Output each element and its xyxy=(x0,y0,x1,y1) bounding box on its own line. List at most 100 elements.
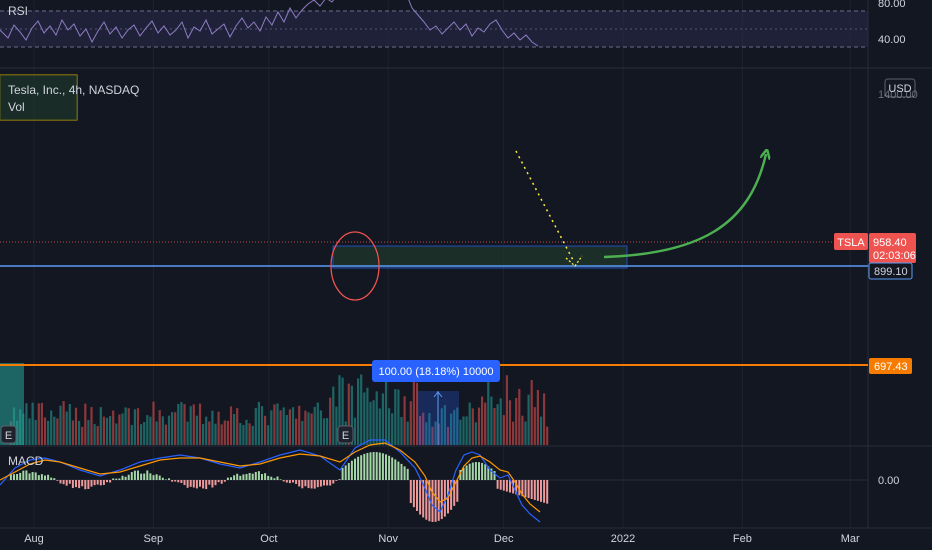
volume-bar xyxy=(74,407,78,445)
volume-bar xyxy=(50,410,53,445)
macd-bar xyxy=(505,480,508,492)
volume-bar xyxy=(403,396,406,445)
volume-bar xyxy=(87,420,90,445)
macd-bar xyxy=(279,479,282,480)
macd-bar xyxy=(388,455,391,480)
volume-bar xyxy=(307,412,310,445)
macd-bar xyxy=(375,452,378,480)
volume-label: Vol xyxy=(8,100,25,114)
macd-bar xyxy=(416,480,418,511)
volume-bar xyxy=(226,420,229,445)
earnings-marker-october[interactable]: E xyxy=(337,425,354,444)
projection-line[interactable] xyxy=(515,150,575,263)
macd-bar xyxy=(422,480,425,518)
macd-bar xyxy=(44,475,46,480)
volume-bar xyxy=(245,419,248,445)
volume-bar xyxy=(546,426,549,445)
macd-bar xyxy=(316,480,319,488)
volume-bar xyxy=(112,410,115,445)
countdown-text: 02:03:06 xyxy=(873,250,916,262)
volume-bar xyxy=(437,423,440,445)
volume-bar xyxy=(394,389,397,445)
volume-bar xyxy=(363,392,366,445)
macd-bar xyxy=(102,480,105,485)
circle-annotation[interactable] xyxy=(330,231,380,301)
volume-bar xyxy=(378,408,381,445)
volume-bar xyxy=(406,421,409,445)
earnings-marker-july[interactable]: E xyxy=(0,425,17,444)
macd-bar xyxy=(540,480,542,502)
ticker-tag: TSLA xyxy=(834,233,868,250)
macd-bar xyxy=(19,472,22,480)
volume-bar xyxy=(518,388,521,445)
macd-bar xyxy=(350,460,353,480)
macd-bar xyxy=(171,480,174,482)
upward-arrow[interactable] xyxy=(603,154,766,259)
volume-bar xyxy=(524,421,527,445)
volume-bar xyxy=(326,417,329,445)
last-price-text: 958.40 xyxy=(873,237,907,249)
macd-bar xyxy=(543,480,546,503)
macd-bar xyxy=(78,480,81,489)
macd-bar xyxy=(304,480,307,487)
macd-bar xyxy=(161,477,164,480)
volume-bar xyxy=(37,403,40,445)
macd-bar xyxy=(509,480,511,493)
macd-bar xyxy=(478,462,480,480)
projection-arrowhead xyxy=(565,255,583,267)
macd-bar xyxy=(248,472,251,480)
volume-bar xyxy=(301,420,304,445)
macd-bar xyxy=(133,470,136,480)
volume-bar xyxy=(174,412,177,445)
macd-bar xyxy=(254,471,257,480)
volume-bar xyxy=(459,419,462,445)
volume-bar xyxy=(211,410,214,445)
volume-bar xyxy=(71,420,74,445)
macd-bar xyxy=(31,472,34,480)
volume-bar xyxy=(450,413,453,445)
macd-bar xyxy=(16,473,19,480)
macd-bar xyxy=(13,474,15,480)
legend-highlight-fill xyxy=(0,75,77,120)
symbol-title[interactable]: Tesla, Inc., 4h, NASDAQ xyxy=(8,83,139,97)
macd-bar xyxy=(81,480,84,487)
volume-bar xyxy=(288,409,291,445)
macd-bar xyxy=(22,470,25,480)
macd-bar xyxy=(96,480,99,485)
volume-bar xyxy=(34,419,37,445)
macd-bar xyxy=(93,480,96,486)
macd-bar xyxy=(177,480,180,483)
currency-button[interactable]: USD xyxy=(884,78,916,98)
volume-bar xyxy=(400,416,403,445)
volume-bar xyxy=(468,402,471,445)
volume-bar xyxy=(372,400,375,445)
volume-bar xyxy=(313,406,316,445)
macd-bar xyxy=(496,480,499,489)
macd-bar xyxy=(502,480,505,491)
volume-bar xyxy=(93,424,96,445)
volume-bar xyxy=(397,389,400,445)
macd-bar xyxy=(326,480,329,486)
rsi-line xyxy=(0,0,539,47)
support-zone[interactable] xyxy=(332,245,628,269)
macd-bar xyxy=(292,480,294,483)
macd-bar xyxy=(127,474,130,480)
volume-bar xyxy=(270,410,273,445)
macd-bar xyxy=(168,478,170,480)
macd-bar xyxy=(236,473,239,480)
volume-bar xyxy=(186,421,189,445)
volume-bar xyxy=(158,410,161,445)
time-tick: Sep xyxy=(144,533,164,545)
macd-bar xyxy=(335,480,338,481)
macd-bar xyxy=(329,480,332,486)
ticker-tag-text: TSLA xyxy=(837,237,865,249)
macd-bar xyxy=(270,476,273,480)
measure-arrow-icon xyxy=(433,391,443,398)
macd-bar xyxy=(226,477,229,480)
volume-bar xyxy=(419,416,422,445)
volume-bar xyxy=(171,412,174,445)
volume-bar xyxy=(81,426,84,445)
time-axis[interactable]: Aug Sep Oct Nov Dec 2022 Feb Mar xyxy=(24,533,860,545)
macd-bar xyxy=(450,480,453,510)
